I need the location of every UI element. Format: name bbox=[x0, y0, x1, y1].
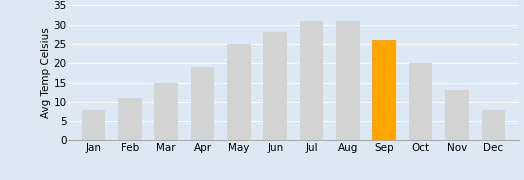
Bar bbox=[155, 83, 178, 140]
Bar bbox=[336, 21, 360, 140]
Bar bbox=[264, 32, 287, 140]
Bar bbox=[82, 110, 105, 140]
Bar bbox=[373, 40, 396, 140]
Bar bbox=[118, 98, 141, 140]
Y-axis label: Avg Temp Celsius: Avg Temp Celsius bbox=[41, 28, 51, 118]
Bar bbox=[482, 110, 505, 140]
Bar bbox=[191, 67, 214, 140]
Bar bbox=[300, 21, 323, 140]
Bar bbox=[409, 63, 432, 140]
Bar bbox=[227, 44, 251, 140]
Bar bbox=[445, 90, 469, 140]
